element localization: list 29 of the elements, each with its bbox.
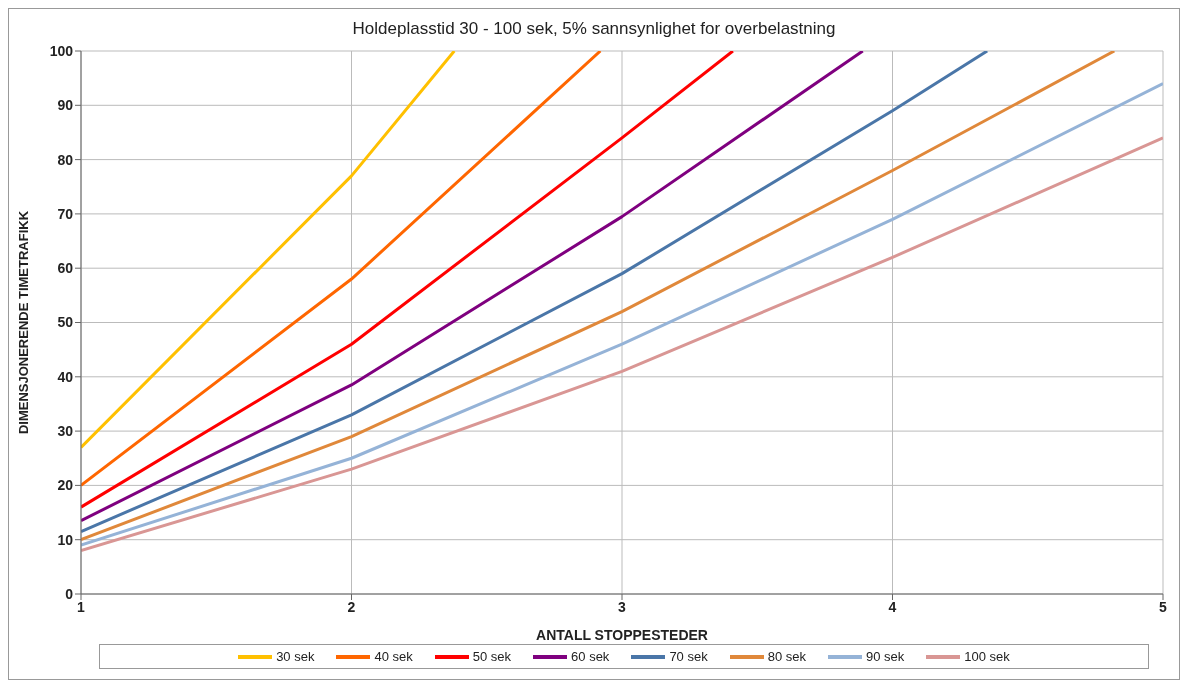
x-tick-label: 2: [347, 598, 356, 615]
x-tick-label: 3: [618, 598, 627, 615]
y-tick-label: 80: [57, 151, 74, 168]
x-tick-label: 4: [888, 598, 897, 615]
y-tick-label: 90: [57, 97, 74, 114]
y-tick-label: 70: [57, 205, 74, 222]
legend-label: 100 sek: [963, 649, 1010, 664]
legend-label: 70 sek: [668, 649, 708, 664]
chart-title: Holdeplasstid 30 - 100 sek, 5% sannsynlighet for overbelastning: [351, 18, 837, 39]
legend-label: 40 sek: [373, 649, 413, 664]
y-tick-label: 20: [57, 477, 74, 494]
x-tick-label: 1: [77, 598, 86, 615]
legend-label: 80 sek: [766, 649, 806, 664]
x-axis-title: ANTALL STOPPESTEDER: [536, 627, 708, 643]
y-axis-title: DIMENSJONERENDE TIMETRAFIKK: [15, 210, 31, 435]
y-tick-label: 30: [57, 423, 74, 440]
y-tick-label: 0: [65, 585, 74, 602]
legend-label: 60 sek: [570, 649, 610, 664]
line-series: [81, 51, 735, 509]
line-series: [81, 51, 865, 523]
x-tick-label: 5: [1159, 598, 1168, 615]
legend-label: 90 sek: [865, 649, 905, 664]
legend-label: 50 sek: [471, 649, 512, 664]
y-tick-label: 60: [57, 260, 74, 277]
y-tick-label: 50: [57, 314, 74, 331]
y-tick-label: 40: [57, 368, 74, 385]
y-tick-label: 100: [49, 42, 74, 59]
legend-label: 30 sek: [275, 649, 315, 664]
y-tick-label: 10: [57, 531, 74, 548]
